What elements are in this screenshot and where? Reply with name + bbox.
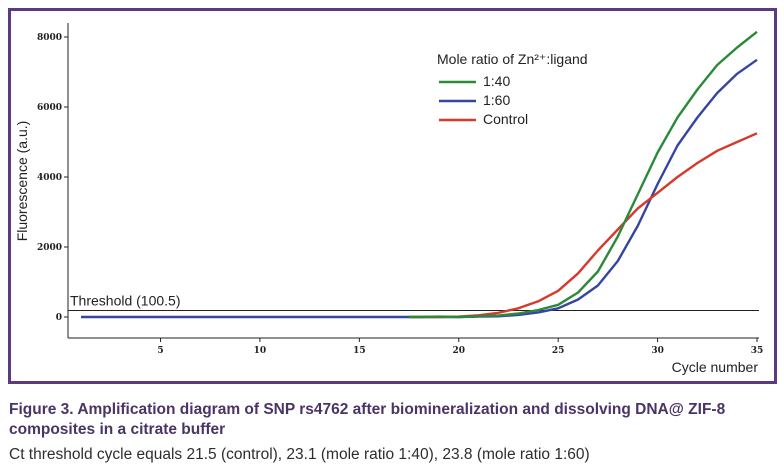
y-axis-label: Fluorescence (a.u.) [14, 121, 30, 242]
x-axis-label: Cycle number [672, 359, 759, 375]
x-tick-label: 35 [751, 346, 764, 356]
legend-entry-label: Control [483, 111, 528, 127]
threshold-label: Threshold (100.5) [70, 292, 181, 308]
x-tick-label: 5 [157, 346, 163, 356]
y-tick-label: 2000 [37, 243, 62, 253]
legend-entry-label: 1:60 [483, 92, 510, 108]
figure-caption-subtitle: Ct threshold cycle equals 21.5 (control)… [9, 446, 590, 463]
y-tick-label: 4000 [37, 173, 62, 183]
x-tick-label: 25 [552, 346, 565, 356]
chart-frame: 5 10 15 20 25 30 35 0 2000 4000 6000 8000 Threshold… [8, 8, 777, 384]
legend-entry-label: 1:40 [483, 73, 510, 89]
x-tick-label: 10 [254, 346, 267, 356]
amplification-chart: 5 10 15 20 25 30 35 0 2000 4000 6000 8000 Threshold… [14, 23, 764, 375]
x-tick-label: 20 [452, 346, 465, 356]
y-tick-label: 6000 [37, 103, 62, 113]
legend-title: Mole ratio of Zn²⁺:ligand [437, 51, 588, 67]
series-line-1-60 [81, 58, 758, 319]
y-tick-label: 8000 [37, 33, 62, 43]
series-line-1-40 [409, 30, 758, 319]
x-tick-label: 15 [353, 346, 366, 356]
legend: Mole ratio of Zn²⁺:ligand 1:40 1:60 Contro… [437, 51, 588, 127]
figure-caption-title: Figure 3. Amplification diagram of SNP r… [9, 401, 726, 438]
x-tick-label: 30 [651, 346, 664, 356]
series-line-control [409, 132, 758, 319]
y-tick-label: 0 [56, 313, 62, 323]
